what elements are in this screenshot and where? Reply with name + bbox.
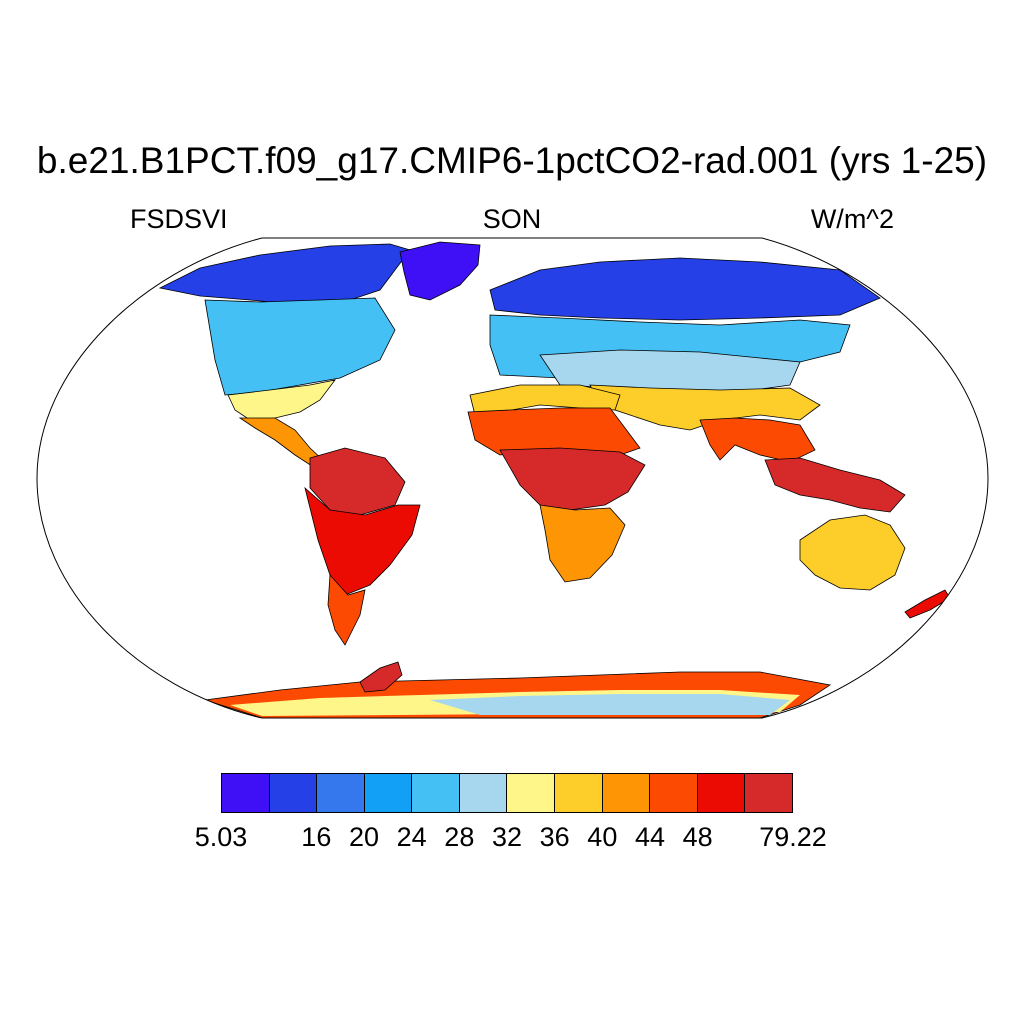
colorbar-tick-label: 79.22 xyxy=(759,822,827,852)
colorbar-tick-label: 44 xyxy=(634,822,666,852)
map-title: b.e21.B1PCT.f09_g17.CMIP6-1pctCO2-rad.00… xyxy=(36,140,988,181)
map-border xyxy=(36,237,989,719)
colorbar-tick-label: 36 xyxy=(539,822,570,852)
colorbar-segment xyxy=(745,773,793,813)
south-america-mid xyxy=(304,486,421,596)
north-america-mid xyxy=(204,297,396,396)
australia xyxy=(799,514,906,591)
colorbar-segment xyxy=(221,773,270,813)
south-america-south xyxy=(327,574,366,646)
south-america-north xyxy=(309,447,406,516)
colorbar-segment xyxy=(459,773,508,813)
colorbar-segment xyxy=(269,773,318,813)
colorbar-segment xyxy=(507,773,556,813)
colorbar-tick-label: 28 xyxy=(444,822,475,852)
season-label: SON xyxy=(482,204,542,234)
india-southeast-asia xyxy=(699,417,816,463)
colorbar-tick-label: 5.03 xyxy=(194,822,248,852)
colorbar-segment xyxy=(317,773,365,813)
colorbar-tick-label: 16 xyxy=(301,822,332,852)
southern-africa xyxy=(539,504,626,583)
units-label: W/m^2 xyxy=(810,204,894,234)
colorbar-segment xyxy=(364,773,413,813)
colorbar-segment xyxy=(412,773,460,813)
colorbar-segment xyxy=(602,773,651,813)
colorbar-segment xyxy=(697,773,746,813)
colorbar-segment xyxy=(555,773,603,813)
eurasia-arctic xyxy=(489,257,881,321)
north-america-south xyxy=(227,379,336,421)
antarctic-peninsula xyxy=(359,661,403,693)
variable-label: FSDSVI xyxy=(130,204,228,234)
colorbar-tick-label: 40 xyxy=(587,822,618,852)
middle-east-south-asia xyxy=(589,384,821,431)
colorbar-tick-label: 24 xyxy=(396,822,427,852)
antarctica-plateau xyxy=(430,694,790,715)
maritime-continent xyxy=(764,457,906,513)
colorbar-ticks: 5.03 16 20 24 28 32 36 40 44 48 79.22 xyxy=(195,822,827,858)
colorbar xyxy=(221,773,793,813)
colorbar-tick-label: 32 xyxy=(491,822,523,852)
central-africa xyxy=(499,447,646,511)
colorbar-segment xyxy=(650,773,698,813)
greenland xyxy=(399,241,481,301)
colorbar-tick-label: 20 xyxy=(348,822,380,852)
north-america-north xyxy=(158,243,411,306)
new-zealand xyxy=(904,589,951,619)
sahara-sahel xyxy=(467,407,641,456)
colorbar-tick-label: 48 xyxy=(682,822,713,852)
